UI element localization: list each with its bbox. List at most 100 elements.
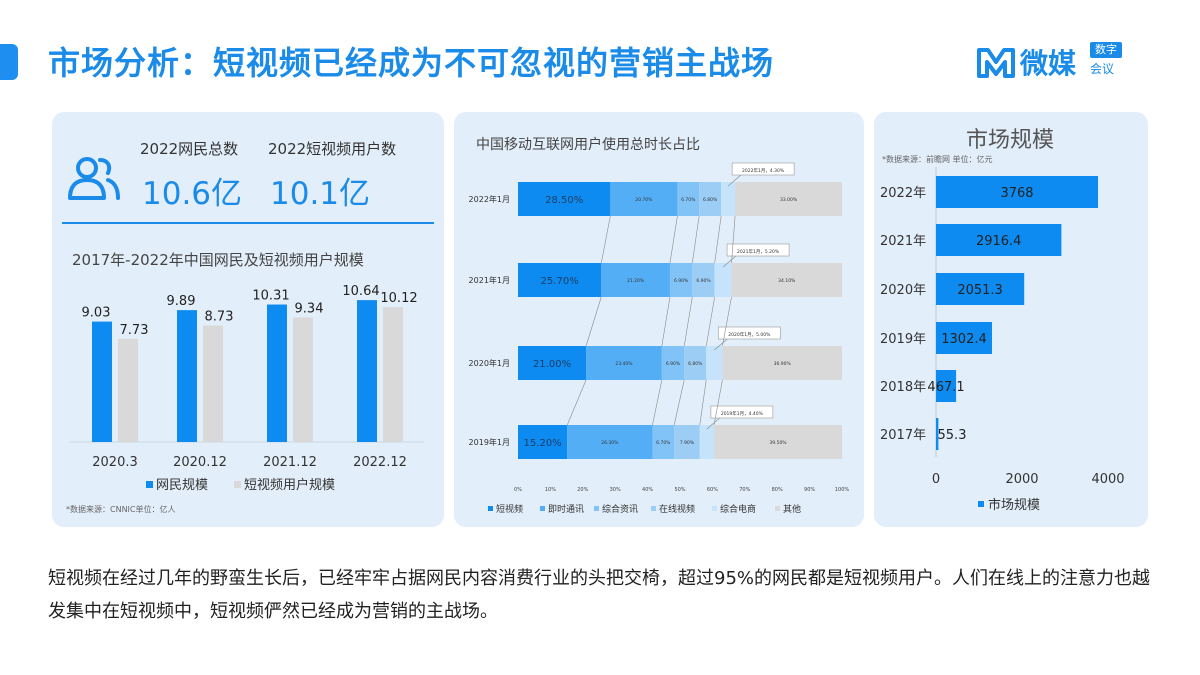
title-accent-bar [0, 44, 18, 80]
stacked-segment-4 [699, 182, 722, 216]
netizen-total-value: 10.6亿 [142, 176, 243, 212]
segment-label: 20.70% [635, 197, 653, 203]
x-tick-label: 40% [642, 487, 653, 493]
shortvideo-users-label: 2022短视频用户数 [268, 140, 397, 158]
segment-label: 15.20% [524, 438, 562, 449]
x-tick-label: 50% [674, 487, 685, 493]
stats-divider [62, 222, 434, 224]
x-tick-label: 10% [545, 487, 556, 493]
series-connector-line [714, 215, 722, 264]
stacked-segment-3 [652, 425, 675, 459]
market-bar-label: 2916.4 [976, 234, 1022, 249]
callout-box [710, 405, 774, 419]
stacked-segment-4 [692, 263, 715, 297]
row-label: 2022年1月 [469, 194, 510, 204]
segment-label: 7.90% [680, 440, 695, 446]
series-connector-line [683, 296, 693, 347]
legend-swatch [651, 506, 656, 511]
stacked-segment-5 [706, 346, 723, 380]
series-connector-line [669, 215, 678, 264]
legend-label: 综合资讯 [602, 503, 638, 515]
callout-box [718, 326, 781, 340]
callout-leader [706, 416, 722, 430]
logo-sub: 会议 [1090, 62, 1115, 76]
segment-label: 25.70% [541, 276, 579, 287]
stacked-segment-1 [518, 346, 587, 380]
series-connector-line [699, 379, 707, 426]
year-label: 2022年 [880, 186, 926, 201]
x-tick-label: 0 [932, 472, 940, 487]
segment-label: 39.50% [769, 440, 787, 446]
year-label: 2018年 [880, 380, 926, 395]
left-source-note: *数据来源：CNNIC单位：亿人 [66, 505, 176, 514]
stacked-segment-6 [714, 425, 842, 459]
segment-label: 21.00% [533, 359, 571, 370]
segment-label: 6.70% [656, 440, 671, 446]
netizen-bar [177, 310, 197, 442]
market-size-bar [936, 418, 939, 450]
segment-label: 36.90% [774, 361, 792, 367]
market-bar-label: 3768 [1000, 186, 1033, 201]
callout-box [731, 162, 795, 176]
netizen-bar [357, 300, 377, 442]
legend-swatch [540, 506, 545, 511]
weimei-logo: 微媒 数字 会议 [976, 40, 1156, 84]
series-connector-line [661, 296, 671, 347]
stacked-segment-1 [518, 425, 568, 459]
market-size-bar [936, 273, 1025, 305]
legend-shortvideo-label: 短视频用户规模 [244, 477, 335, 493]
shortvideo-user-bar [118, 338, 138, 442]
shortvideo-user-bar [293, 317, 313, 442]
x-tick-label: 100% [835, 487, 850, 493]
stacked-segment-2 [586, 346, 662, 380]
stacked-segment-5 [721, 182, 736, 216]
stacked-segment-3 [677, 182, 700, 216]
stacked-segment-6 [731, 263, 842, 297]
legend-swatch [978, 501, 984, 507]
shortvideo-bar-label: 8.73 [205, 310, 234, 325]
x-tick-label: 60% [707, 487, 718, 493]
stacked-segment-3 [661, 346, 685, 380]
x-tick-label: 0% [514, 487, 522, 493]
callout-leader [722, 254, 738, 268]
legend-netizen-swatch [146, 481, 153, 488]
summary-paragraph: 短视频在经过几年的野蛮生长后，已经牢牢占据网民内容消费行业的头把交椅，超过95%… [48, 568, 1151, 622]
usage-chart-title: 中国移动互联网用户使用总时长占比 [476, 137, 700, 153]
legend-label: 综合电商 [720, 503, 756, 515]
series-connector-line [652, 379, 663, 426]
x-tick-label: 2020.12 [173, 455, 227, 470]
legend-shortvideo-swatch [234, 481, 241, 488]
legend-label: 其他 [783, 503, 801, 515]
x-tick-label: 2020.3 [92, 455, 138, 470]
segment-label: 26.30% [601, 440, 619, 446]
market-bar-label: 467.1 [927, 380, 964, 395]
shortvideo-bar-label: 9.34 [295, 301, 324, 316]
series-connector-line [600, 215, 611, 264]
users-icon [68, 157, 120, 200]
legend-swatch [488, 506, 493, 511]
row-label: 2021年1月 [469, 275, 510, 285]
callout-label: 2022年1月，4.30% [742, 167, 785, 174]
shortvideo-bar-label: 7.73 [120, 323, 149, 338]
market-size-bar [936, 370, 957, 402]
year-label: 2021年 [880, 234, 926, 249]
callout-leader [714, 337, 729, 351]
x-tick-label: 4000 [1091, 472, 1124, 487]
callout-box [726, 243, 790, 257]
x-tick-label: 70% [739, 487, 750, 493]
market-bar-label: 2051.3 [957, 283, 1003, 298]
segment-label: 33.00% [780, 197, 798, 203]
x-tick-label: 90% [804, 487, 815, 493]
shortvideo-bar-label: 10.12 [380, 291, 417, 306]
logo-text: 微媒 [1020, 47, 1077, 80]
market-size-chart: 3768 2022年 2916.4 2021年 2051.3 2020年 1302.4 201… [880, 167, 1125, 513]
market-size-title: 市场规模 [966, 128, 1055, 153]
logo-mark-icon [977, 48, 1015, 78]
stacked-segment-5 [714, 263, 732, 297]
market-size-bar [936, 224, 1062, 256]
segment-label: 28.50% [545, 195, 583, 206]
callout-label: 2020年1月，5.00% [728, 331, 771, 338]
year-label: 2019年 [880, 332, 926, 347]
segment-label: 6.80% [703, 197, 718, 203]
netizen-bar-label: 9.89 [167, 294, 196, 309]
